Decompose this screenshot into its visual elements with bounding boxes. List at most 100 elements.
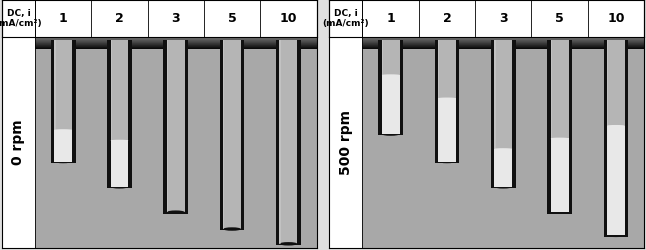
Bar bbox=[607, 40, 625, 235]
Bar bbox=[51, 40, 76, 163]
Bar bbox=[362, 45, 644, 46]
Bar bbox=[2, 0, 35, 248]
Text: DC, i
(mA/cm²): DC, i (mA/cm²) bbox=[0, 9, 42, 28]
Text: 10: 10 bbox=[280, 12, 297, 25]
Bar bbox=[2, 0, 317, 37]
Bar bbox=[110, 40, 129, 187]
Ellipse shape bbox=[438, 98, 456, 99]
Bar bbox=[35, 38, 317, 39]
Text: 2: 2 bbox=[115, 12, 124, 25]
Bar bbox=[362, 43, 644, 44]
Bar bbox=[550, 138, 568, 212]
Bar bbox=[438, 40, 439, 162]
Bar bbox=[280, 40, 281, 244]
Bar bbox=[491, 40, 516, 188]
Ellipse shape bbox=[607, 125, 625, 126]
Ellipse shape bbox=[494, 185, 512, 188]
Text: 5: 5 bbox=[227, 12, 236, 25]
Bar bbox=[167, 40, 168, 212]
Bar bbox=[362, 44, 644, 45]
Bar bbox=[54, 40, 72, 162]
Bar bbox=[362, 47, 644, 48]
Bar bbox=[35, 42, 317, 43]
Ellipse shape bbox=[280, 242, 297, 246]
Bar bbox=[362, 38, 644, 39]
Bar bbox=[494, 149, 512, 187]
Ellipse shape bbox=[382, 74, 400, 76]
Bar bbox=[223, 40, 241, 229]
Bar bbox=[362, 38, 644, 39]
Bar bbox=[362, 45, 644, 46]
Ellipse shape bbox=[167, 210, 185, 214]
Bar bbox=[110, 140, 129, 187]
Bar bbox=[35, 38, 317, 39]
Bar bbox=[329, 0, 644, 37]
Bar bbox=[35, 40, 317, 41]
Bar bbox=[382, 40, 400, 134]
Ellipse shape bbox=[550, 210, 568, 214]
Bar bbox=[110, 40, 112, 187]
Bar bbox=[35, 37, 317, 248]
Bar bbox=[362, 42, 644, 43]
Bar bbox=[276, 40, 301, 245]
Bar bbox=[220, 40, 244, 230]
Bar bbox=[35, 41, 317, 42]
Bar bbox=[35, 42, 317, 43]
Bar bbox=[35, 40, 317, 41]
Bar bbox=[35, 47, 317, 48]
Text: DC, i
(mA/cm²): DC, i (mA/cm²) bbox=[322, 9, 370, 28]
Bar bbox=[362, 37, 644, 248]
Bar bbox=[362, 47, 644, 48]
Bar bbox=[362, 42, 644, 43]
Text: 3: 3 bbox=[171, 12, 180, 25]
Bar bbox=[438, 40, 456, 162]
Bar bbox=[494, 40, 512, 187]
Bar bbox=[35, 45, 317, 46]
Bar bbox=[223, 40, 225, 229]
Bar bbox=[362, 37, 644, 38]
Bar bbox=[550, 40, 568, 212]
Text: 10: 10 bbox=[607, 12, 625, 25]
Bar bbox=[362, 40, 644, 41]
Bar bbox=[35, 43, 317, 44]
Bar bbox=[382, 40, 383, 134]
Bar bbox=[603, 40, 629, 237]
Bar bbox=[362, 46, 644, 47]
Bar bbox=[379, 40, 403, 136]
Bar bbox=[362, 39, 644, 40]
Ellipse shape bbox=[438, 160, 456, 163]
Bar bbox=[35, 45, 317, 46]
Ellipse shape bbox=[110, 140, 129, 141]
Bar bbox=[54, 40, 56, 162]
Bar bbox=[382, 75, 400, 134]
Ellipse shape bbox=[382, 132, 400, 136]
Ellipse shape bbox=[494, 148, 512, 150]
Text: 1: 1 bbox=[386, 12, 395, 25]
Bar bbox=[280, 40, 297, 244]
Bar bbox=[35, 46, 317, 47]
Text: 1: 1 bbox=[59, 12, 67, 25]
Text: 2: 2 bbox=[443, 12, 452, 25]
Bar bbox=[35, 44, 317, 45]
Text: 5: 5 bbox=[555, 12, 564, 25]
Bar bbox=[54, 130, 72, 162]
Bar bbox=[438, 98, 456, 162]
Bar bbox=[550, 40, 552, 212]
Bar bbox=[107, 40, 132, 188]
Bar bbox=[35, 39, 317, 40]
Bar bbox=[35, 47, 317, 48]
Bar bbox=[607, 126, 625, 235]
Ellipse shape bbox=[54, 160, 72, 163]
Bar bbox=[362, 37, 644, 38]
Bar bbox=[35, 46, 317, 47]
Bar bbox=[35, 37, 317, 38]
Ellipse shape bbox=[54, 129, 72, 130]
Ellipse shape bbox=[550, 138, 568, 139]
Bar bbox=[435, 40, 459, 163]
Ellipse shape bbox=[607, 234, 625, 237]
Bar bbox=[494, 40, 495, 187]
Text: 0 rpm: 0 rpm bbox=[12, 120, 25, 165]
Bar bbox=[35, 37, 317, 38]
Text: 3: 3 bbox=[499, 12, 508, 25]
Bar bbox=[362, 41, 644, 42]
